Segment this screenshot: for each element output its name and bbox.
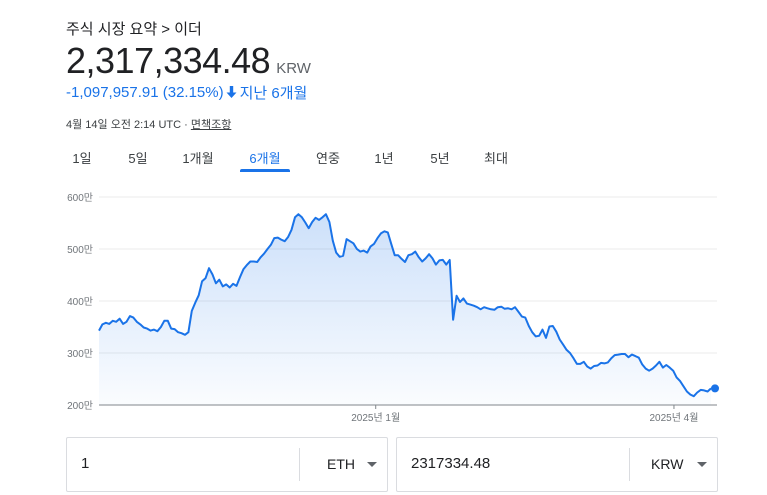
x-axis: 2025년 1월 2025년 4월	[351, 405, 698, 424]
arrow-down-icon	[226, 85, 237, 101]
tab-6m[interactable]: 6개월	[240, 140, 290, 172]
currency-label: KRW	[276, 60, 311, 77]
x-tick-label: 2025년 4월	[649, 412, 698, 424]
to-amount-input[interactable]: 2317334.48	[411, 455, 491, 472]
change-period: 지난 6개월	[239, 85, 308, 102]
tab-5d[interactable]: 5일	[128, 151, 148, 166]
range-tabs: 1일 5일 1개월 6개월 연중 1년 5년 최대	[62, 140, 516, 172]
from-currency-select[interactable]: ETH	[327, 456, 355, 472]
divider	[299, 448, 300, 481]
tab-max[interactable]: 최대	[484, 151, 508, 166]
from-converter: 1 ETH	[66, 437, 388, 492]
price-chart[interactable]: 600만 500만 400만 300만 200만 2025년 1월 2025년 4월	[0, 180, 767, 430]
current-price: 2,317,334.48	[66, 40, 271, 81]
chevron-down-icon	[367, 462, 377, 467]
disclaimer-link[interactable]: 면책조항	[190, 119, 232, 131]
y-tick-label: 500만	[67, 244, 93, 256]
timestamp: 4월 14일 오전 2:14 UTC · 면책조항	[66, 116, 231, 132]
y-tick-label: 200만	[67, 400, 93, 412]
y-tick-label: 400만	[67, 296, 93, 308]
tab-ytd[interactable]: 연중	[316, 151, 340, 166]
current-price-dot	[711, 384, 719, 393]
tab-1d[interactable]: 1일	[72, 151, 92, 166]
timestamp-text: 4월 14일 오전 2:14 UTC ·	[66, 119, 191, 131]
tab-5y[interactable]: 5년	[430, 151, 450, 166]
tab-1m[interactable]: 1개월	[182, 151, 214, 166]
y-tick-label: 600만	[67, 192, 93, 204]
y-axis: 600만 500만 400만 300만 200만	[67, 192, 93, 412]
tab-1y[interactable]: 1년	[374, 151, 394, 166]
to-currency-select[interactable]: KRW	[651, 456, 684, 472]
y-tick-label: 300만	[67, 348, 93, 360]
to-converter: 2317334.48 KRW	[396, 437, 718, 492]
change-value: -1,097,957.91 (32.15%)	[66, 84, 224, 101]
price-line	[98, 213, 712, 398]
x-tick-label: 2025년 1월	[351, 412, 400, 424]
from-amount-input[interactable]: 1	[81, 455, 90, 472]
price-change: -1,097,957.91 (32.15%) 지난 6개월	[66, 82, 307, 103]
chevron-down-icon	[697, 462, 707, 467]
divider	[629, 448, 630, 481]
price-area	[99, 214, 711, 405]
breadcrumb[interactable]: 주식 시장 요약 > 이더	[66, 21, 202, 38]
price-row: 2,317,334.48 KRW	[66, 40, 311, 82]
